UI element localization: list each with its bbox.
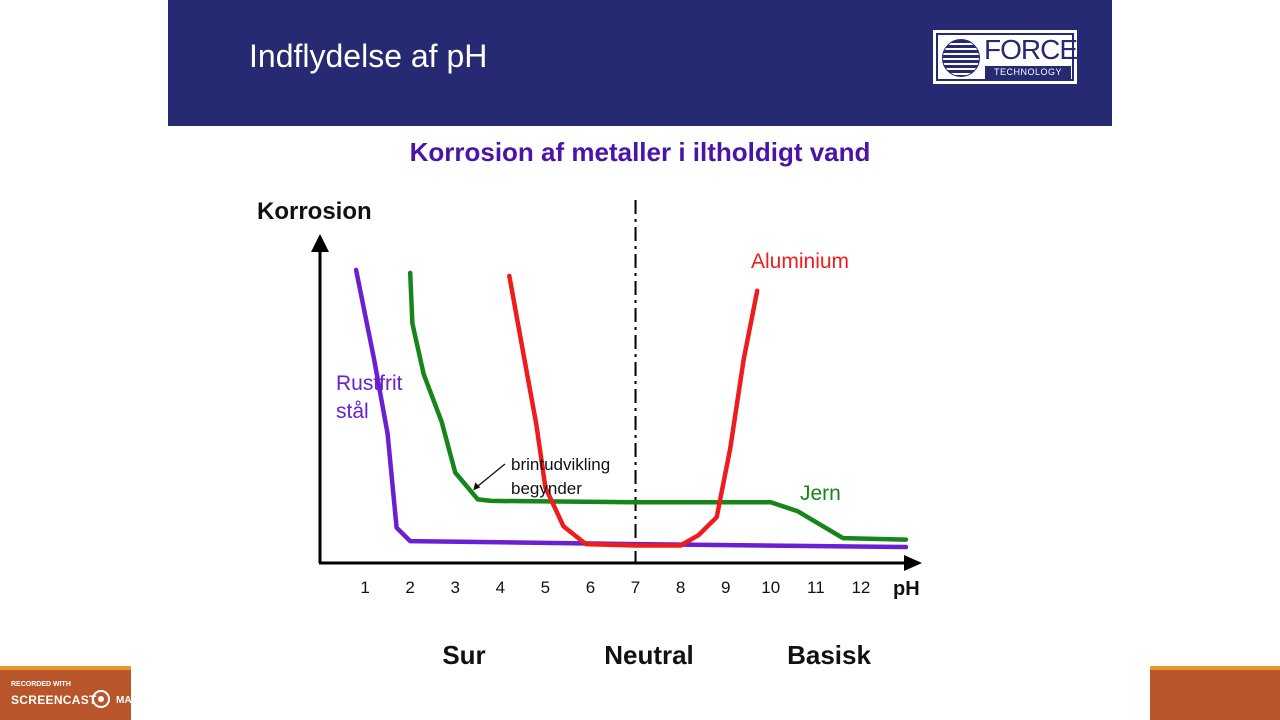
screencast-watermark: RECORDED WITH SCREENCAST MATIC xyxy=(0,666,147,720)
x-tick-label-3: 3 xyxy=(450,578,459,597)
region-label-sur: Sur xyxy=(442,640,485,670)
watermark-accent xyxy=(0,666,131,670)
x-tick-label-9: 9 xyxy=(721,578,730,597)
series-label-aluminium: Aluminium xyxy=(751,250,849,273)
watermark-small-text: RECORDED WITH xyxy=(11,681,71,688)
annotation-arrow xyxy=(475,463,506,488)
series-label-rustfrit-staal: Rustfrit stål xyxy=(336,372,403,423)
x-tick-label-1: 1 xyxy=(360,578,369,597)
corner-accent-line xyxy=(1150,666,1280,670)
x-tick-label-12: 12 xyxy=(851,578,870,597)
x-tick-label-4: 4 xyxy=(496,578,505,597)
series-layer xyxy=(353,267,909,550)
corner-accent-block xyxy=(1150,666,1280,720)
annotation-text: brintudvikling begynder xyxy=(511,455,610,498)
logo-frame: FORCE TECHNOLOGY xyxy=(936,33,1078,81)
series-label-jern: Jern xyxy=(800,482,841,505)
logo-subtitle: TECHNOLOGY xyxy=(985,66,1071,79)
x-tick-label-5: 5 xyxy=(541,578,550,597)
x-tick-label-2: 2 xyxy=(405,578,414,597)
y-axis-label: Korrosion xyxy=(257,198,372,225)
x-axis-label: pH xyxy=(893,578,920,600)
chart-title: Korrosion af metaller i iltholdigt vand xyxy=(410,137,871,167)
x-tick-label-6: 6 xyxy=(586,578,595,597)
region-label-neutral: Neutral xyxy=(604,640,694,670)
logo-word: FORCE xyxy=(984,34,1078,65)
slide-title: Indflydelse af pH xyxy=(249,38,488,74)
watermark-big-text: SCREENCAST xyxy=(11,693,97,707)
x-tick-label-10: 10 xyxy=(761,578,780,597)
x-tick-label-7: 7 xyxy=(631,578,640,597)
x-axis-arrow xyxy=(904,555,922,571)
x-tick-label-11: 11 xyxy=(807,578,825,597)
series-labels: Rustfrit stål Jern Aluminium xyxy=(336,250,849,505)
watermark-tail-text: MATIC xyxy=(116,695,147,706)
x-tick-label-8: 8 xyxy=(676,578,685,597)
annotation-arrow-head xyxy=(473,482,481,491)
region-label-basisk: Basisk xyxy=(787,640,871,670)
x-tick-labels: 1 2 3 4 5 6 7 8 9 10 11 12 xyxy=(360,578,870,597)
series-line-aluminium xyxy=(507,273,760,548)
y-axis-arrow xyxy=(311,234,329,252)
force-technology-logo: FORCE TECHNOLOGY xyxy=(933,30,1078,84)
slide-header: Indflydelse af pH FORCE TECHNOLOGY xyxy=(168,0,1112,126)
region-labels: Sur Neutral Basisk xyxy=(442,640,871,670)
series-line-jern xyxy=(407,270,909,542)
record-icon xyxy=(92,690,110,708)
globe-icon xyxy=(942,39,980,77)
annotations: brintudvikling begynder xyxy=(473,455,610,498)
